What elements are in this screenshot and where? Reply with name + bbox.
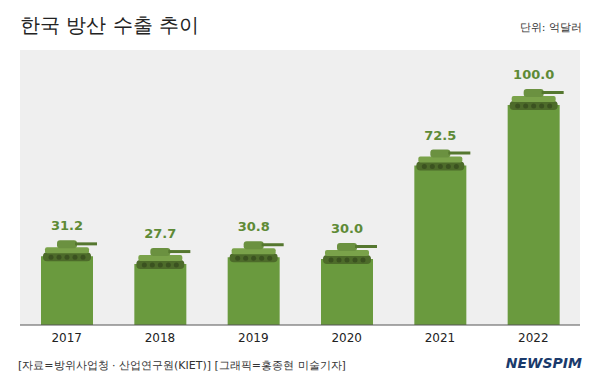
svg-text:30.8: 30.8 [238,219,270,234]
svg-text:100.0: 100.0 [513,67,554,82]
html-text:[자료=방위사업청 · 산업연구원(KIET)] [그래픽=: [자료=방위사업청 · 산업연구원(KIET)] [그래픽=홍종현 미술기자] [18,359,346,372]
svg-text:27.7: 27.7 [144,226,176,241]
svg-text:72.5: 72.5 [424,128,456,143]
svg-text:2022: 2022 [518,331,549,345]
html-text:NEWSPIM: NEWSPIM [505,355,582,371]
svg-text:31.2: 31.2 [51,218,83,233]
svg-text:2021: 2021 [425,331,456,345]
svg-text:2019: 2019 [238,331,269,345]
svg-text:2018: 2018 [145,331,176,345]
html-text:한국 방산 수출 추이: 한국 방산 수출 추이 [20,13,200,37]
svg-text:30.0: 30.0 [331,221,363,236]
svg-text:2017: 2017 [51,331,82,345]
html-text:단위: 억달러: 단위: 억달러 [519,21,582,34]
svg-text:2020: 2020 [331,331,362,345]
